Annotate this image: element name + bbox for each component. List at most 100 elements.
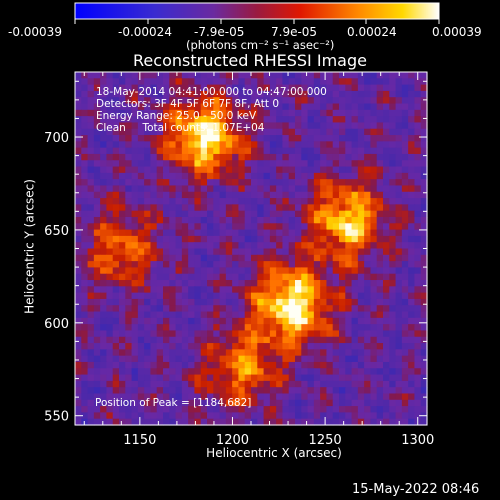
heatmap-cell [320, 97, 328, 105]
heatmap-cell [232, 141, 240, 149]
heatmap-cell [295, 399, 302, 407]
heatmap-cell [169, 355, 177, 363]
heatmap-cell [257, 393, 265, 401]
heatmap-cell [389, 97, 397, 105]
heatmap-cell [119, 141, 126, 149]
heatmap-cell [163, 387, 170, 395]
heatmap-cell [87, 273, 95, 281]
heatmap-cell [150, 135, 158, 142]
heatmap-cell [357, 330, 365, 338]
heatmap-cell [332, 235, 340, 243]
heatmap-cell [213, 78, 221, 86]
heatmap-cell [156, 235, 164, 243]
heatmap-cell [326, 210, 334, 218]
heatmap-cell [288, 248, 296, 256]
heatmap-cell [137, 280, 145, 287]
heatmap-cell [119, 135, 126, 142]
heatmap-cell [219, 78, 227, 86]
heatmap-cell [376, 191, 384, 199]
heatmap-cell [225, 128, 233, 136]
heatmap-cell [326, 172, 334, 180]
heatmap-cell [163, 223, 170, 231]
heatmap-cell [150, 273, 158, 281]
heatmap-cell [389, 198, 397, 205]
heatmap-cell [87, 393, 95, 401]
heatmap-cell [169, 72, 177, 79]
heatmap-cell [225, 216, 233, 224]
heatmap-cell [219, 191, 227, 199]
heatmap-cell [207, 361, 214, 369]
heatmap-cell [276, 122, 284, 130]
heatmap-cell [276, 355, 284, 363]
heatmap-cell [163, 242, 170, 250]
heatmap-cell [232, 198, 240, 205]
heatmap-cell [301, 406, 309, 413]
heatmap-cell [320, 210, 328, 218]
heatmap-cell [364, 380, 372, 388]
heatmap-cell [395, 248, 403, 256]
heatmap-cell [175, 361, 183, 369]
heatmap-cell [188, 418, 196, 426]
heatmap-cell [339, 298, 346, 306]
heatmap-cell [238, 153, 246, 161]
heatmap-cell [75, 147, 82, 155]
heatmap-cell [188, 141, 196, 149]
heatmap-cell [106, 198, 114, 205]
heatmap-cell [194, 311, 202, 319]
heatmap-cell [188, 160, 196, 168]
heatmap-cell [150, 242, 158, 250]
heatmap-cell [125, 72, 133, 79]
heatmap-cell [370, 242, 378, 250]
heatmap-cell [137, 185, 145, 193]
heatmap-cell [370, 78, 378, 86]
heatmap-cell [207, 235, 214, 243]
heatmap-cell [93, 336, 101, 344]
heatmap-cell [326, 122, 334, 130]
heatmap-cell [232, 317, 240, 325]
heatmap-cell [119, 185, 126, 193]
heatmap-cell [213, 254, 221, 262]
heatmap-cell [257, 198, 265, 205]
heatmap-cell [288, 153, 296, 161]
heatmap-cell [100, 305, 108, 313]
heatmap-cell [408, 292, 416, 300]
heatmap-cell [93, 229, 101, 237]
heatmap-cell [282, 343, 290, 350]
heatmap-cell [225, 172, 233, 180]
heatmap-cell [288, 349, 296, 357]
heatmap-cell [119, 97, 126, 105]
heatmap-cell [376, 380, 384, 388]
heatmap-cell [301, 172, 309, 180]
heatmap-cell [395, 223, 403, 231]
heatmap-cell [345, 128, 353, 136]
heatmap-cell [269, 317, 277, 325]
heatmap-cell [376, 172, 384, 180]
heatmap-cell [357, 84, 365, 92]
heatmap-cell [383, 109, 390, 117]
heatmap-cell [257, 298, 265, 306]
heatmap-cell [150, 160, 158, 168]
heatmap-cell [207, 135, 214, 142]
heatmap-cell [301, 135, 309, 142]
heatmap-cell [188, 261, 196, 269]
heatmap-cell [301, 153, 309, 161]
heatmap-cell [163, 185, 170, 193]
heatmap-cell [307, 393, 315, 401]
heatmap-cell [282, 84, 290, 92]
heatmap-cell [207, 374, 214, 382]
heatmap-cell [244, 292, 252, 300]
heatmap-cell [106, 141, 114, 149]
heatmap-cell [156, 229, 164, 237]
heatmap-cell [351, 160, 359, 168]
heatmap-cell [332, 374, 340, 382]
heatmap-cell [213, 412, 221, 420]
heatmap-cell [351, 380, 359, 388]
heatmap-cell [364, 412, 372, 420]
heatmap-cell [276, 298, 284, 306]
heatmap-cell [307, 248, 315, 256]
heatmap-cell [408, 135, 416, 142]
heatmap-cell [313, 235, 321, 243]
heatmap-cell [100, 109, 108, 117]
heatmap-cell [188, 191, 196, 199]
heatmap-cell [345, 84, 353, 92]
